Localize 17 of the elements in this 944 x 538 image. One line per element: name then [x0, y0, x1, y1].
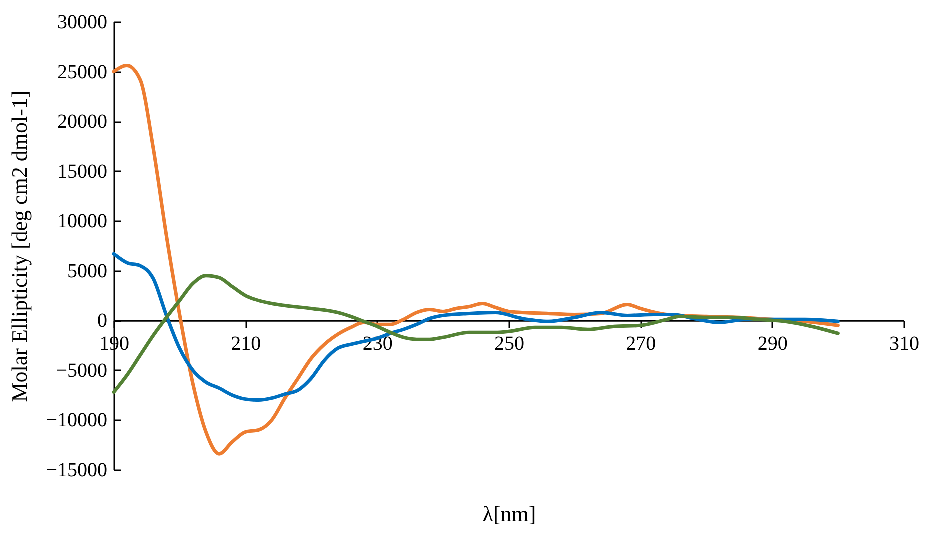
x-axis-title: λ[nm]: [482, 502, 536, 526]
x-tick-label: 310: [890, 333, 920, 356]
x-tick-label: 210: [231, 333, 262, 356]
y-axis-title: Molar Ellipticity [deg cm2 dmol-1]: [7, 90, 32, 402]
y-tick-label: −5000: [56, 360, 108, 382]
y-tick-label: 10000: [58, 210, 108, 233]
x-tick-label: 250: [494, 333, 524, 356]
x-tick-label: 270: [626, 333, 656, 356]
x-tick-label: 290: [758, 333, 788, 356]
y-tick-label: 0: [98, 310, 108, 332]
y-tick-label: −10000: [46, 410, 108, 432]
y-tick-label: 25000: [58, 61, 108, 84]
y-tick-label: 5000: [68, 260, 108, 282]
y-tick-label: 15000: [58, 160, 108, 183]
y-tick-label: 20000: [58, 111, 108, 134]
y-tick-label: 30000: [58, 12, 108, 34]
y-tick-label: −15000: [46, 460, 108, 482]
